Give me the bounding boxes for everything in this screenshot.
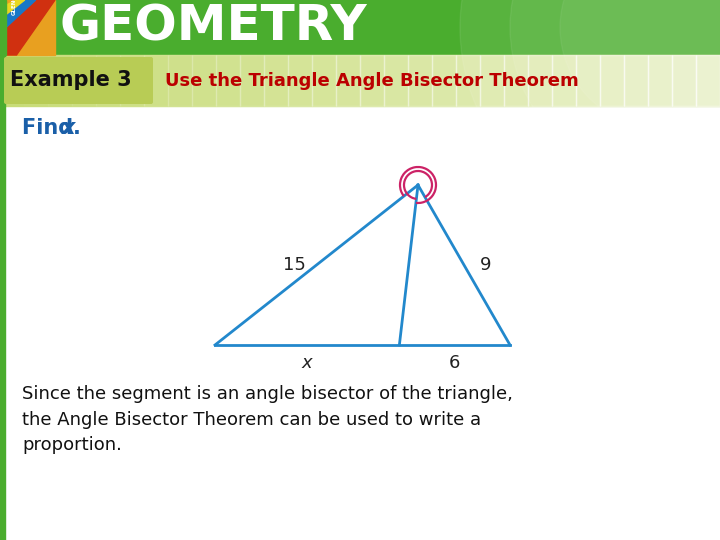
Text: Use the Triangle Angle Bisector Theorem: Use the Triangle Angle Bisector Theorem: [165, 71, 579, 90]
Polygon shape: [0, 0, 36, 33]
Text: Since the segment is an angle bisector of the triangle,
the Angle Bisector Theor: Since the segment is an angle bisector o…: [22, 385, 513, 454]
Text: .: .: [73, 118, 81, 138]
Text: 9: 9: [480, 256, 492, 274]
Bar: [672, 55, 696, 106]
Bar: [600, 55, 624, 106]
Text: x: x: [62, 118, 76, 138]
Bar: [96, 55, 120, 106]
Bar: [384, 55, 408, 106]
Circle shape: [460, 0, 720, 227]
Bar: [240, 55, 264, 106]
Bar: [576, 55, 600, 106]
Polygon shape: [0, 0, 24, 19]
Bar: [624, 55, 648, 106]
Bar: [480, 55, 504, 106]
Bar: [504, 55, 528, 106]
Text: x: x: [302, 354, 312, 372]
Text: 15: 15: [283, 256, 306, 274]
Bar: [144, 55, 168, 106]
Bar: [120, 55, 144, 106]
Bar: [456, 55, 480, 106]
Text: Example 3: Example 3: [10, 71, 132, 91]
Bar: [0, 0, 55, 55]
Bar: [312, 55, 336, 106]
Bar: [432, 55, 456, 106]
Text: 6: 6: [449, 354, 460, 372]
Text: GEOMETRY: GEOMETRY: [60, 2, 368, 50]
Bar: [0, 55, 24, 106]
Text: GLENCOE: GLENCOE: [12, 0, 17, 16]
Bar: [360, 55, 384, 106]
Polygon shape: [0, 0, 55, 55]
Bar: [0, 0, 720, 55]
Bar: [552, 55, 576, 106]
Bar: [264, 55, 288, 106]
FancyBboxPatch shape: [4, 57, 153, 104]
Bar: [216, 55, 240, 106]
Bar: [336, 55, 360, 106]
Bar: [0, 55, 5, 106]
Text: Find: Find: [22, 118, 81, 138]
Bar: [648, 55, 672, 106]
Bar: [528, 55, 552, 106]
Bar: [696, 55, 720, 106]
Bar: [288, 55, 312, 106]
Bar: [72, 55, 96, 106]
Circle shape: [510, 0, 720, 178]
Bar: [408, 55, 432, 106]
Bar: [24, 55, 48, 106]
Bar: [192, 55, 216, 106]
Bar: [0, 55, 720, 106]
Circle shape: [560, 0, 720, 127]
Bar: [168, 55, 192, 106]
Bar: [0, 0, 6, 55]
Bar: [48, 55, 72, 106]
Bar: [0, 106, 5, 540]
